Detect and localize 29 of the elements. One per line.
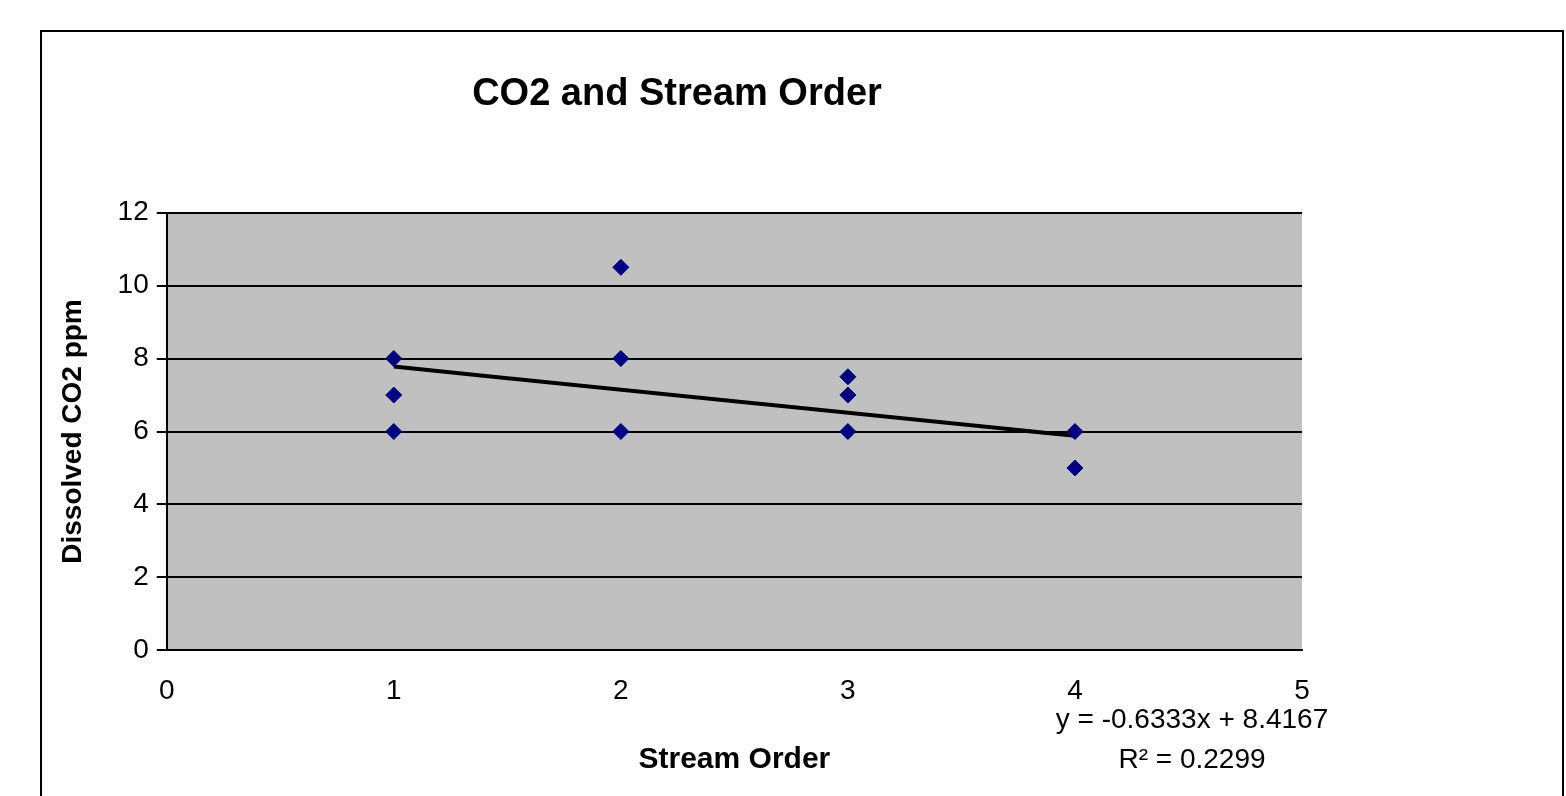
point xyxy=(385,386,403,404)
text: R² = 0.2299 xyxy=(1118,743,1266,775)
point xyxy=(385,350,403,368)
y-tick-label: 2 xyxy=(133,560,149,592)
x-axis-title: Stream Order xyxy=(638,741,831,775)
chart-title: CO2 and Stream Order xyxy=(472,71,883,114)
y-tick-label: 6 xyxy=(133,414,149,446)
point xyxy=(839,423,857,440)
y-axis-title: Dissolved CO2 ppm xyxy=(55,299,87,564)
x-tick-label: 0 xyxy=(158,673,175,705)
y-tick-label: 4 xyxy=(133,487,149,519)
y-tick-label: 0 xyxy=(133,633,149,665)
y-tick-label: 8 xyxy=(133,341,149,373)
x-tick-label: 1 xyxy=(386,673,402,705)
point xyxy=(385,423,403,440)
y-tick-label: 12 xyxy=(117,195,149,227)
point xyxy=(612,350,630,368)
x-tick-label: 5 xyxy=(1294,673,1310,705)
point xyxy=(1066,459,1084,477)
point xyxy=(1066,423,1084,440)
x-tick-label: 3 xyxy=(840,673,856,705)
y-tick-label: 10 xyxy=(117,268,149,300)
x-tick-label: 2 xyxy=(613,673,629,705)
point xyxy=(839,386,857,404)
text: y = -0.6333x + 8.4167 xyxy=(1055,703,1329,735)
x-tick-label: 4 xyxy=(1067,673,1083,705)
point xyxy=(839,368,857,386)
point xyxy=(612,423,630,440)
point xyxy=(612,258,630,276)
